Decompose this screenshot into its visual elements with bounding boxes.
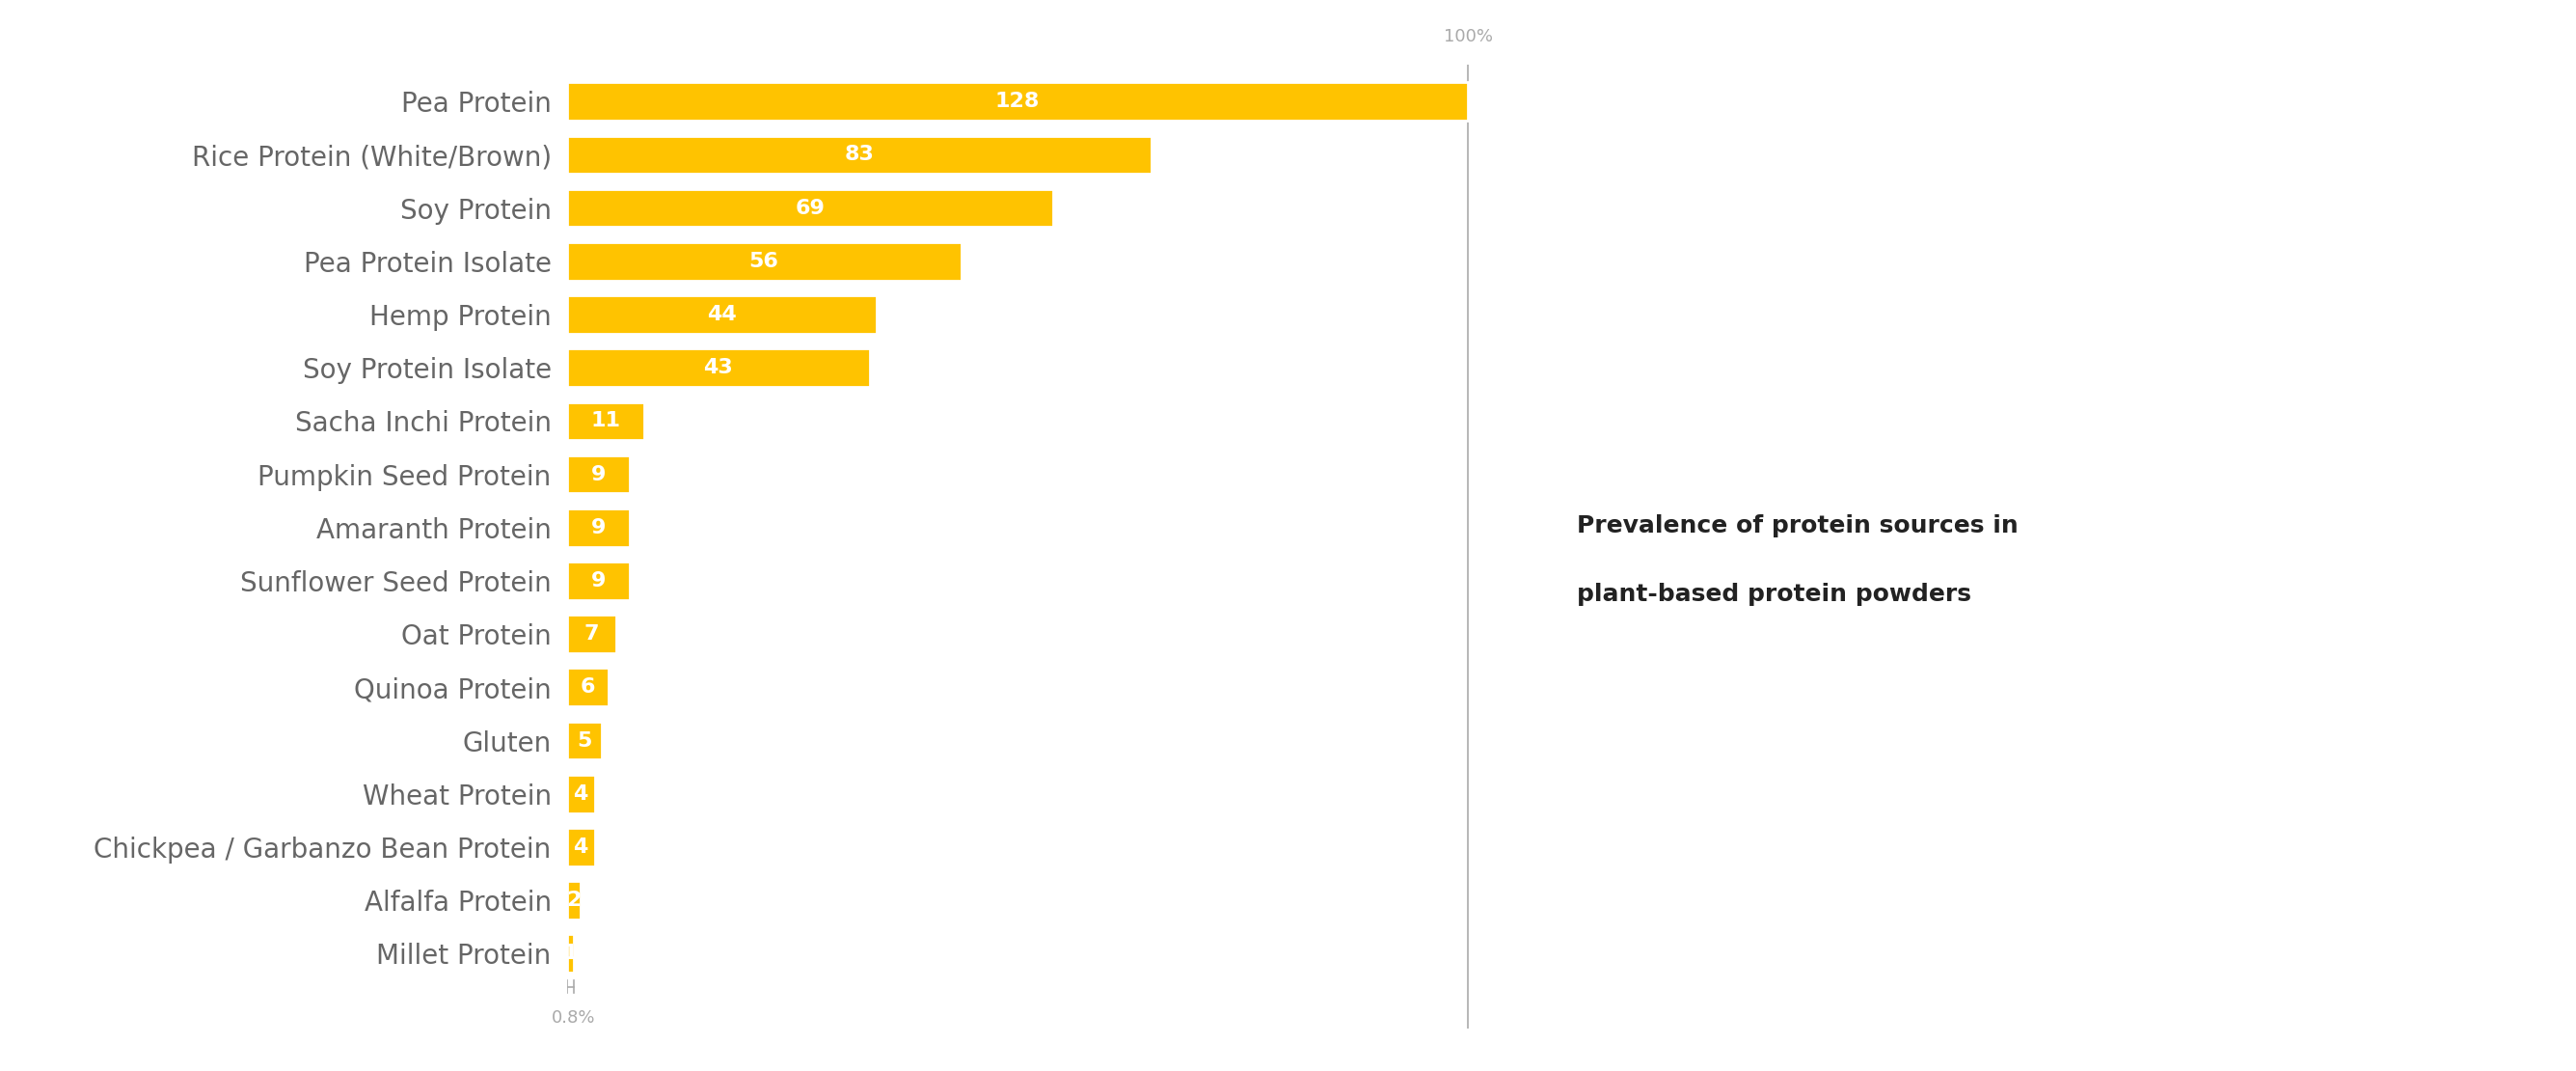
Bar — [567, 722, 603, 759]
Bar — [567, 881, 580, 920]
Text: 6: 6 — [580, 678, 595, 697]
Text: 4: 4 — [574, 784, 587, 803]
Bar — [567, 296, 876, 334]
Text: 11: 11 — [590, 411, 621, 431]
Bar — [567, 455, 631, 494]
Bar — [567, 402, 644, 440]
Text: 5: 5 — [577, 730, 592, 751]
Bar — [567, 242, 961, 281]
Text: 9: 9 — [590, 518, 605, 538]
Text: 7: 7 — [585, 624, 598, 644]
Text: 2: 2 — [567, 891, 582, 910]
Bar — [567, 668, 608, 707]
Bar — [567, 136, 1151, 174]
Text: 0.8%: 0.8% — [551, 1010, 595, 1027]
Bar — [567, 349, 871, 387]
Bar — [567, 82, 1468, 121]
Bar — [567, 509, 631, 546]
Text: 69: 69 — [796, 198, 824, 217]
Text: 83: 83 — [845, 146, 873, 165]
Bar — [567, 188, 1054, 227]
Text: 56: 56 — [750, 252, 778, 271]
Bar — [567, 774, 595, 813]
Bar — [567, 615, 616, 653]
Bar — [567, 561, 631, 600]
Text: 43: 43 — [703, 358, 734, 377]
Text: 44: 44 — [706, 305, 737, 325]
Text: 100%: 100% — [1443, 28, 1494, 46]
Text: 4: 4 — [574, 838, 587, 857]
Text: 9: 9 — [590, 465, 605, 484]
Bar — [567, 828, 595, 866]
Bar — [567, 934, 574, 972]
Text: 1: 1 — [562, 944, 577, 963]
Text: 128: 128 — [994, 92, 1041, 111]
Text: 9: 9 — [590, 571, 605, 590]
Text: plant-based protein powders: plant-based protein powders — [1577, 583, 1971, 605]
Text: Prevalence of protein sources in: Prevalence of protein sources in — [1577, 514, 2017, 538]
